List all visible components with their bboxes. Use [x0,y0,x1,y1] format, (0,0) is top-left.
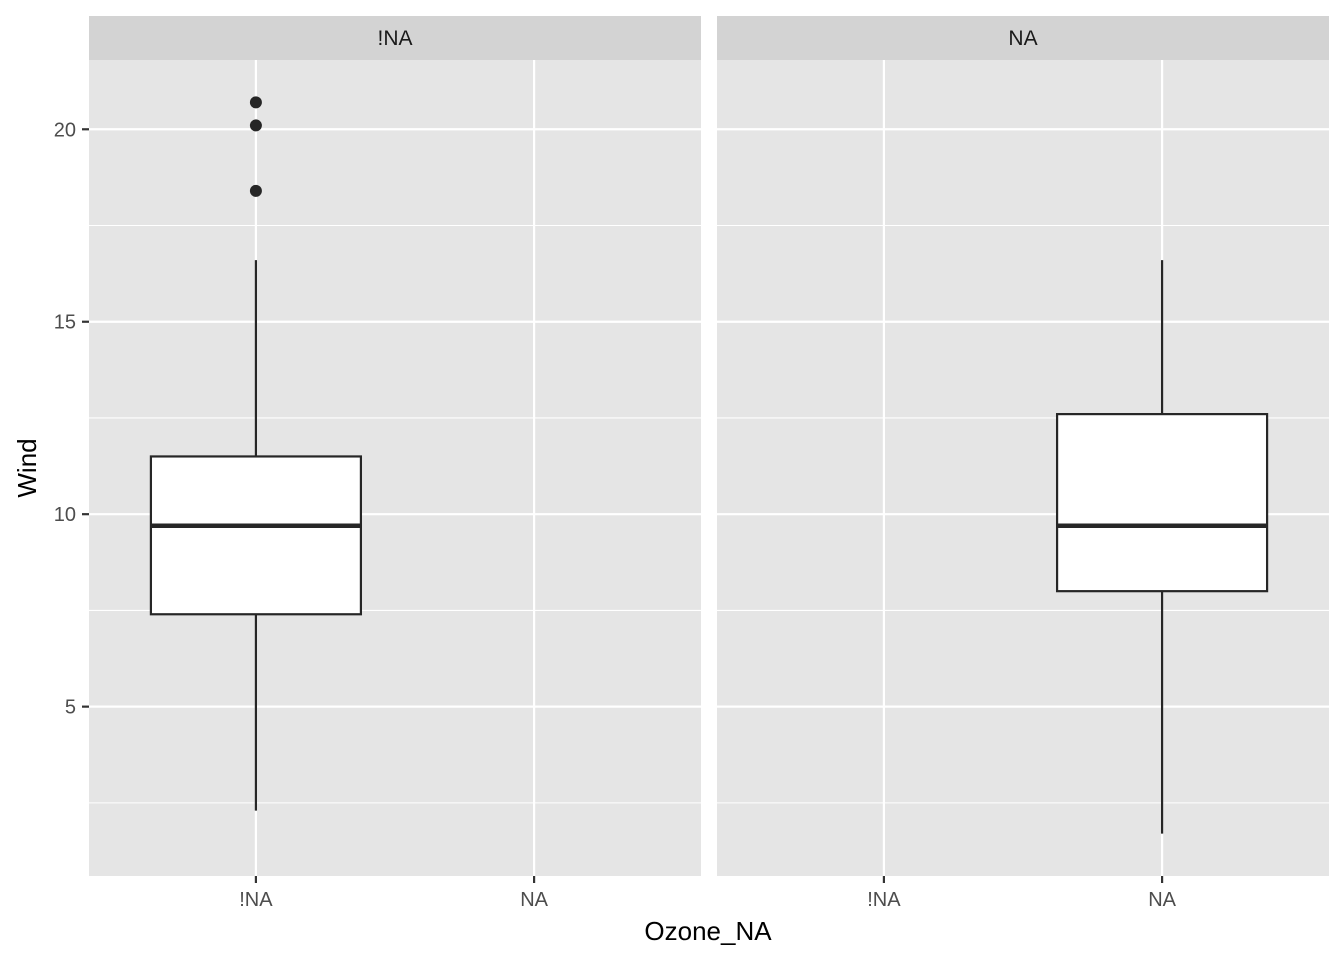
y-tick-label: 20 [54,119,76,141]
y-axis-title: Wind [12,438,42,497]
outlier-point [249,96,262,109]
facet-strip [717,16,1329,60]
facet-strip-label: !NA [377,27,412,50]
y-tick-label: 10 [54,504,76,526]
outlier-point [249,184,262,197]
facet-panel-2: NA !NA NA [717,16,1329,911]
box-!NA [149,96,363,811]
x-axis-title: Ozone_NA [644,916,772,946]
facet-strip [89,16,701,60]
x-tick-label: NA [520,889,548,911]
facet-panel-1: !NA !NA NA [89,16,701,911]
x-tick-label: NA [1148,889,1176,911]
facet-panels: !NA !NA NA NA !NA NA [89,16,1329,911]
y-tick-label: 5 [65,697,76,719]
box-body [149,455,363,616]
box-NA [1055,260,1269,834]
outlier-point [249,119,262,132]
y-tick-label: 15 [54,312,76,334]
x-tick-label: !NA [239,889,273,911]
box-body [1055,413,1269,593]
y-axis: 5 10 15 20 [54,119,89,719]
x-tick-label: !NA [867,889,901,911]
facet-strip-label: NA [1008,27,1037,50]
